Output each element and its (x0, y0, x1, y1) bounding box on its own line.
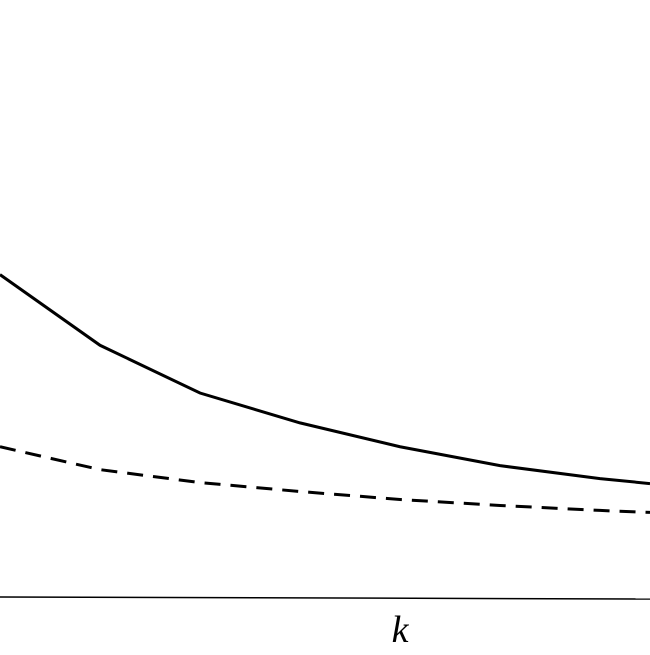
x-axis-label: k (392, 609, 410, 650)
line-series (0, 273, 650, 486)
line-series (0, 445, 650, 514)
x-axis (0, 596, 650, 600)
